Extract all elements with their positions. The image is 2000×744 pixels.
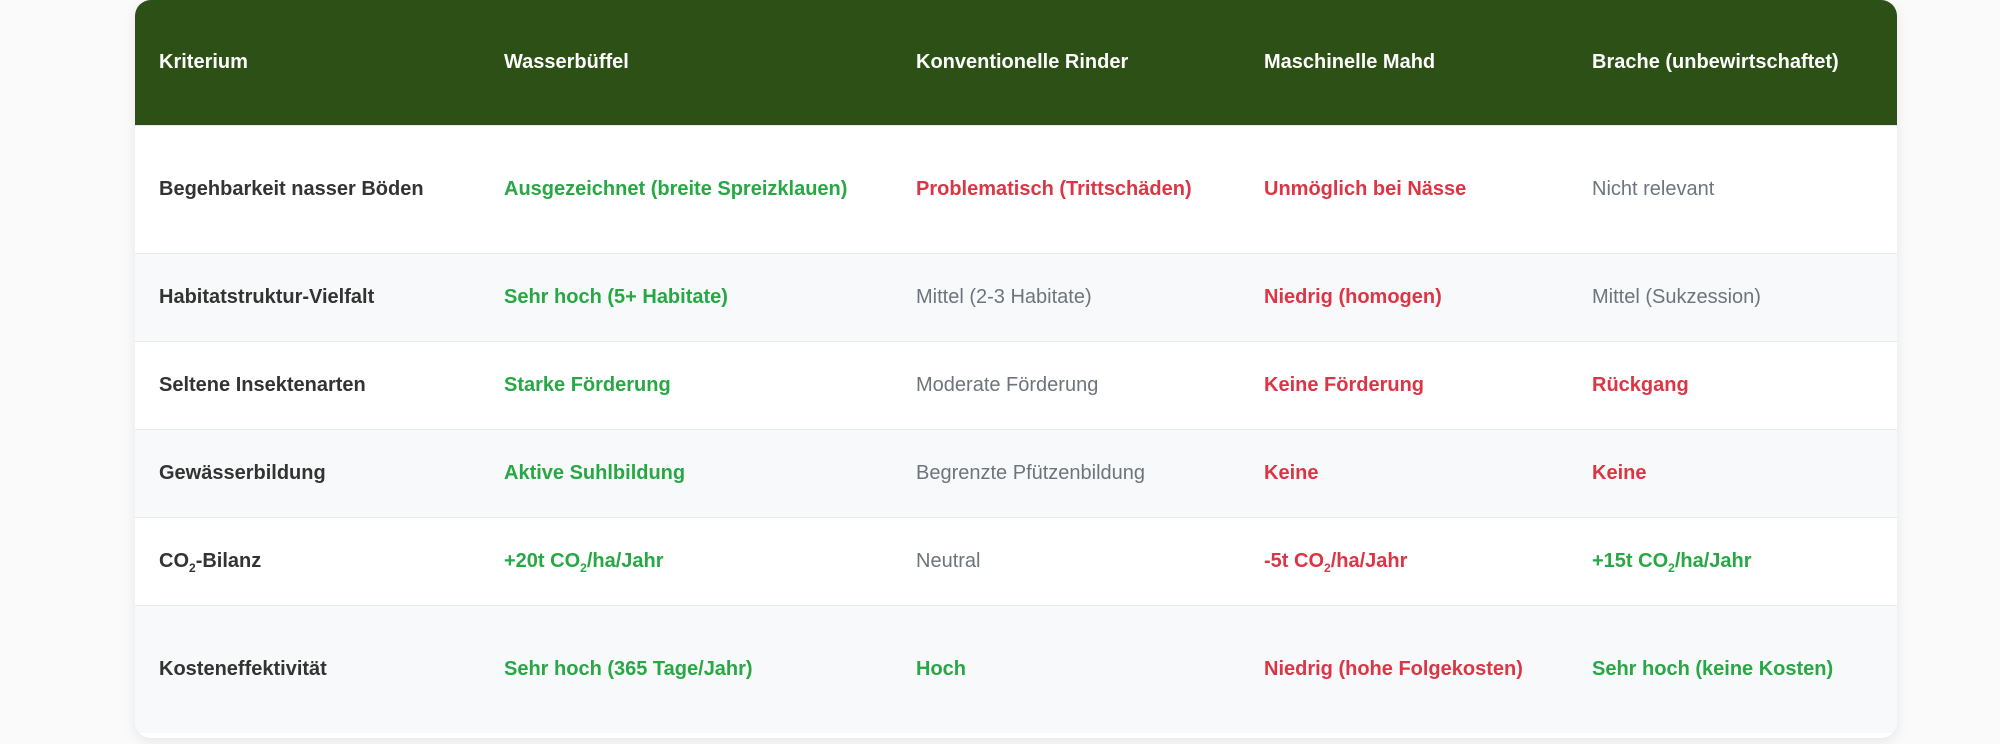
cell-text-sub: 2 <box>580 561 587 575</box>
rating-cell-brache: Sehr hoch (keine Kosten) <box>1592 658 1834 681</box>
rating-cell-wasserbueffel: +20t CO2/ha/Jahr <box>480 517 892 605</box>
rating-cell-brache: Keine <box>1592 462 1647 484</box>
criterion-cell: Seltene Insektenarten <box>159 374 366 396</box>
rating-cell-rinder: Neutral <box>916 550 981 572</box>
rating-cell-mahd: Unmöglich bei Nässe <box>1264 178 1467 200</box>
cell-text-sub: 2 <box>189 561 196 575</box>
rating-cell-mahd: Niedrig (homogen) <box>1264 286 1442 308</box>
criterion-cell: Habitatstruktur-Vielfalt <box>159 286 375 308</box>
rating-cell-brache: Mittel (Sukzession) <box>1592 286 1761 308</box>
table-row: Begehbarkeit nasser Böden Ausgezeichnet (… <box>135 125 1897 253</box>
cell-text-post: /ha/Jahr <box>586 550 664 572</box>
cell-text-pre: CO <box>159 550 189 572</box>
criterion-cell: CO2-Bilanz <box>135 517 480 605</box>
cell-text-pre: -5t CO <box>1264 550 1324 572</box>
header-row: Kriterium Wasserbüffel Konventionelle Rind… <box>135 0 1897 125</box>
criterion-cell: Kosteneffektivität <box>159 658 327 681</box>
column-header-rinder: Konventionelle Rinder <box>916 51 1129 74</box>
table-row: Gewässerbildung Aktive Suhlbildung Begrenz… <box>135 429 1897 517</box>
rating-cell-mahd: Niedrig (hohe Folgekosten) <box>1264 658 1523 681</box>
column-header-kriterium: Kriterium <box>159 51 248 74</box>
column-header-wasserbueffel: Wasserbüffel <box>504 51 629 74</box>
rating-cell-brache: Rückgang <box>1592 374 1689 396</box>
rating-cell-rinder: Problematisch (Trittschäden) <box>916 178 1192 200</box>
rating-cell-rinder: Moderate Förderung <box>916 374 1099 396</box>
rating-cell-rinder: Mittel (2-3 Habitate) <box>916 286 1092 308</box>
table-row: Habitatstruktur-Vielfalt Sehr hoch (5+ Ha… <box>135 253 1897 341</box>
rating-cell-wasserbueffel: Ausgezeichnet (breite Spreizklauen) <box>504 178 848 200</box>
criterion-cell: Begehbarkeit nasser Böden <box>159 178 424 200</box>
table-header: Kriterium Wasserbüffel Konventionelle Rind… <box>135 0 1897 125</box>
table-body: Begehbarkeit nasser Böden Ausgezeichnet (… <box>135 125 1897 733</box>
comparison-table-card: Kriterium Wasserbüffel Konventionelle Rind… <box>135 0 1897 738</box>
cell-text-post: -Bilanz <box>195 550 262 572</box>
column-header-mahd: Maschinelle Mahd <box>1264 51 1436 74</box>
cell-text-sub: 2 <box>1324 561 1331 575</box>
column-header-brache: Brache (unbewirtschaftet) <box>1592 51 1839 74</box>
cell-text-pre: +20t CO <box>504 550 581 572</box>
rating-cell-brache: +15t CO2/ha/Jahr <box>1568 517 1897 605</box>
rating-cell-mahd: -5t CO2/ha/Jahr <box>1240 517 1568 605</box>
rating-cell-wasserbueffel: Sehr hoch (365 Tage/Jahr) <box>504 658 753 681</box>
cell-text-post: /ha/Jahr <box>1330 550 1408 572</box>
rating-cell-wasserbueffel: Starke Förderung <box>504 374 671 396</box>
rating-cell-mahd: Keine <box>1264 462 1319 484</box>
cell-text-pre: +15t CO <box>1592 550 1669 572</box>
cell-text-post: /ha/Jahr <box>1674 550 1752 572</box>
cell-text-sub: 2 <box>1668 561 1675 575</box>
table-row: CO2-Bilanz +20t CO2/ha/Jahr Neutral -5t CO2… <box>135 517 1897 605</box>
comparison-table: Kriterium Wasserbüffel Konventionelle Rind… <box>135 0 1897 733</box>
rating-cell-brache: Nicht relevant <box>1592 178 1715 200</box>
table-row: Kosteneffektivität Sehr hoch (365 Tage/Ja… <box>135 605 1897 733</box>
criterion-cell: Gewässerbildung <box>159 462 326 484</box>
rating-cell-rinder: Hoch <box>916 658 966 681</box>
rating-cell-rinder: Begrenzte Pfützenbildung <box>916 462 1146 484</box>
rating-cell-wasserbueffel: Sehr hoch (5+ Habitate) <box>504 286 728 308</box>
table-row: Seltene Insektenarten Starke Förderung Mod… <box>135 341 1897 429</box>
rating-cell-wasserbueffel: Aktive Suhlbildung <box>504 462 686 484</box>
rating-cell-mahd: Keine Förderung <box>1264 374 1425 396</box>
